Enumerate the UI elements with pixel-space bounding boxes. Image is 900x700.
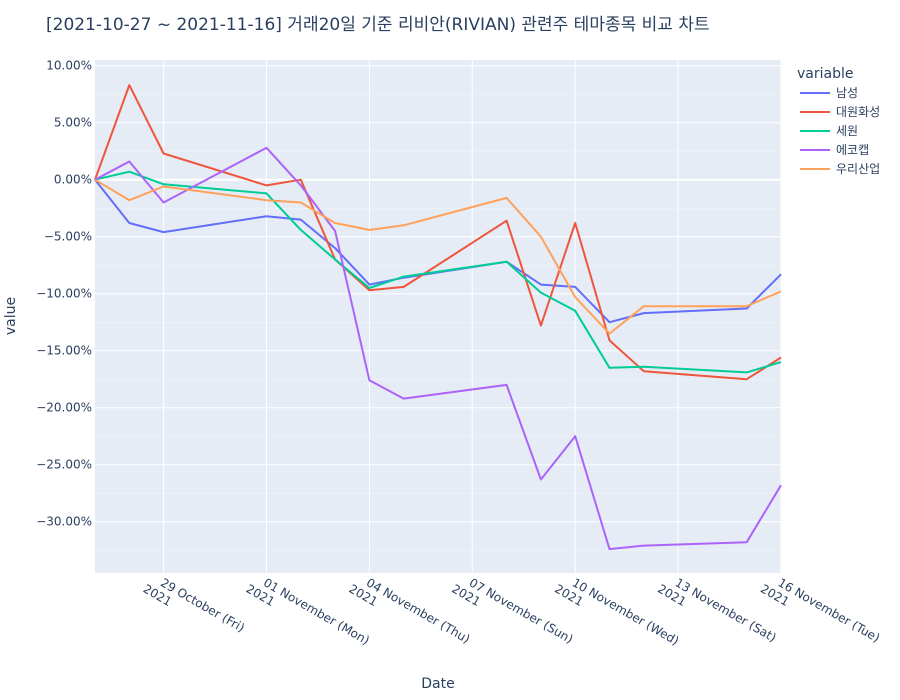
y-tick-label: −5.00% [44,230,92,244]
x-tick-label-line1: 29 October (Fri) [158,575,247,634]
y-tick-label: 10.00% [46,59,92,73]
y-tick-label: −25.00% [36,458,92,472]
y-axis-title: value [3,297,19,335]
series-line-우리산업 [94,178,782,335]
y-tick-label: −30.00% [36,515,92,529]
y-tick-label: −10.00% [36,287,92,301]
x-tick-label: 16 November (Tue)2021 [758,575,883,645]
chart-title: [2021-10-27 ~ 2021-11-16] 거래20일 기준 리비안(R… [46,15,710,35]
plot-area [95,60,781,573]
legend-item[interactable]: 우리산업 [800,162,880,176]
series-line-에코캡 [94,146,782,551]
y-axis-ticks: 10.00% 5.00% 0.00% −5.00% −10.00% −15.00% −20.… [36,59,92,529]
y-tick-label: 0.00% [54,173,92,187]
legend-item[interactable]: 남성 [800,86,858,100]
y-tick-label: −15.00% [36,344,92,358]
legend-item[interactable]: 대원화성 [800,105,880,119]
x-tick-label-line1: 16 November (Tue) [776,575,883,645]
legend-title: variable [797,66,853,82]
x-tick-label: 07 November (Sun)2021 [449,575,575,646]
series-lines [94,84,782,551]
x-axis-title: Date [421,676,454,692]
legend-label: 세원 [836,124,858,138]
legend-item[interactable]: 에코캡 [800,143,869,157]
series-line-대원화성 [94,84,782,381]
x-axis-ticks: 29 October (Fri)2021 01 November (Mon)202… [141,575,883,648]
legend-label: 우리산업 [836,162,880,176]
x-tick-label: 29 October (Fri)2021 [141,575,247,634]
legend-label: 대원화성 [836,105,880,119]
grid-lines [95,60,782,573]
y-tick-label: 5.00% [54,116,92,130]
y-tick-label: −20.00% [36,401,92,415]
series-line-세원 [94,170,782,374]
legend-item[interactable]: 세원 [800,124,858,138]
legend-label: 남성 [836,86,858,100]
legend-label: 에코캡 [836,143,869,157]
